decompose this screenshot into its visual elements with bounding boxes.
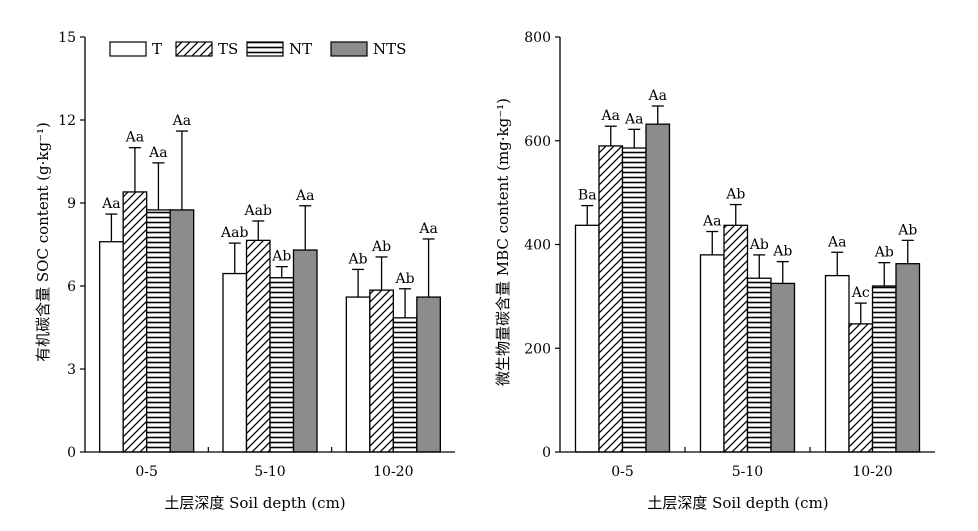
left-sig-label-ts-10-20: Ab: [371, 239, 391, 255]
left-y-tick-label: 3: [67, 362, 76, 378]
legend-label-ts: TS: [218, 40, 238, 58]
left-bar-ts-0-5: [122, 191, 148, 453]
right-sig-label-nts-0-5: Aa: [648, 88, 667, 104]
left-bar-ts-10-20: [369, 289, 394, 453]
left-bar-nt-5-10: [269, 277, 295, 453]
left-y-axis-title: 有机碳含量 SOC content (g·kg⁻¹): [34, 122, 52, 362]
right-bar-ts-0-5: [598, 145, 624, 453]
right-y-tick-label: 800: [524, 30, 551, 46]
left-sig-label-nt-5-10: Ab: [271, 249, 291, 265]
right-y-axis-title: 微生物量碳含量 MBC content (mg·kg⁻¹): [494, 98, 512, 386]
right-bar-nt-5-10: [746, 277, 772, 453]
left-sig-label-t-0-5: Aa: [101, 196, 120, 212]
right-bar-ts-5-10: [723, 224, 749, 453]
right-y-tick-label: 0: [542, 445, 551, 461]
legend-swatch-t: [109, 41, 147, 57]
right-bar-nts-10-20: [895, 263, 921, 453]
left-y-tick-label: 12: [58, 113, 76, 129]
right-sig-label-nts-5-10: Ab: [772, 244, 792, 260]
left-bar-ts-5-10: [245, 239, 271, 453]
left-bar-nts-5-10: [292, 249, 318, 453]
right-sig-label-t-5-10: Aa: [702, 214, 721, 230]
right-bar-nt-0-5: [621, 147, 647, 453]
right-bar-nts-5-10: [770, 282, 796, 453]
right-sig-label-nt-0-5: Aa: [624, 111, 643, 127]
left-bar-t-0-5: [99, 241, 124, 453]
right-bar-ts-10-20: [848, 323, 874, 453]
right-sig-label-t-0-5: Ba: [578, 188, 597, 204]
right-y-tick-label: 200: [524, 341, 551, 357]
left-bar-t-5-10: [222, 272, 248, 453]
legend: T TS NT NTS: [109, 40, 406, 58]
right-bar-nts-0-5: [645, 123, 671, 453]
left-x-tick-label: 10-20: [373, 464, 413, 480]
right-x-axis-title: 土层深度 Soil depth (cm): [647, 494, 828, 512]
right-sig-label-nt-10-20: Ab: [874, 245, 894, 261]
left-x-tick-label: 0-5: [135, 464, 158, 480]
left-sig-label-ts-5-10: Aab: [244, 203, 272, 219]
left-bar-nts-10-20: [416, 296, 441, 453]
left-bar-nt-0-5: [146, 209, 171, 453]
right-sig-label-t-10-20: Aa: [827, 234, 846, 250]
left-sig-label-nts-10-20: Aa: [418, 221, 437, 237]
legend-label-nt: NT: [289, 40, 312, 58]
legend-swatch-ts: [175, 41, 213, 57]
right-bar-t-5-10: [699, 254, 725, 453]
left-y-tick-label: 15: [58, 30, 76, 46]
right-x-tick-label: 10-20: [852, 464, 892, 480]
legend-label-nts: NTS: [373, 40, 406, 58]
right-y-tick-label: 400: [524, 238, 551, 254]
left-sig-label-nts-0-5: Aa: [172, 113, 191, 129]
left-x-tick-label: 5-10: [254, 464, 285, 480]
right-sig-label-nts-10-20: Ab: [897, 222, 917, 238]
legend-label-t: T: [152, 40, 162, 58]
left-sig-label-nts-5-10: Aa: [295, 188, 314, 204]
left-y-tick-label: 9: [67, 196, 76, 212]
legend-swatch-nt: [246, 41, 284, 57]
right-x-tick-label: 0-5: [611, 464, 634, 480]
left-sig-label-t-5-10: Aab: [220, 225, 248, 241]
right-sig-label-ts-5-10: Ab: [725, 187, 745, 203]
left-x-axis-title: 土层深度 Soil depth (cm): [164, 494, 345, 512]
right-sig-label-nt-5-10: Ab: [749, 237, 769, 253]
right-bar-t-0-5: [574, 224, 600, 453]
left-bar-t-10-20: [345, 296, 371, 453]
right-y-tick-label: 600: [524, 134, 551, 150]
left-bar-nts-0-5: [169, 209, 195, 453]
right-bar-t-10-20: [824, 274, 850, 453]
right-sig-label-ts-10-20: Ac: [851, 285, 870, 301]
left-sig-label-nt-0-5: Aa: [148, 145, 167, 161]
left-y-tick-label: 6: [67, 279, 76, 295]
left-sig-label-t-10-20: Ab: [348, 251, 368, 267]
right-bar-nt-10-20: [871, 285, 897, 453]
left-y-tick-label: 0: [67, 445, 76, 461]
legend-swatch-nts: [330, 41, 368, 57]
left-bar-nt-10-20: [392, 317, 418, 453]
right-sig-label-ts-0-5: Aa: [601, 108, 620, 124]
left-sig-label-ts-0-5: Aa: [125, 130, 144, 146]
left-sig-label-nt-10-20: Ab: [395, 271, 415, 287]
right-x-tick-label: 5-10: [732, 464, 763, 480]
